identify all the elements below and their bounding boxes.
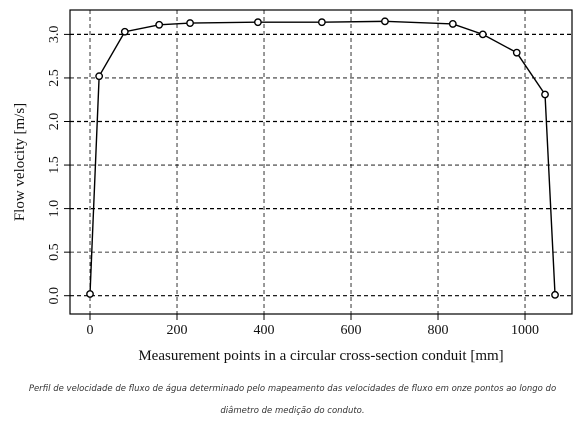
point (120, 27, 129, 36)
point (512, 48, 521, 57)
x-tick-label: 800 (428, 323, 449, 338)
y-tick-label: 1.5 (47, 156, 62, 174)
x-tick-label: 600 (341, 323, 362, 338)
point (254, 18, 262, 27)
point (186, 19, 194, 27)
chart: Measurement points in a circular cross-s… (12, 9, 573, 364)
x-axis-label: Measurement points in a circular cross-s… (138, 348, 503, 364)
x-tick-label: 200 (167, 323, 188, 338)
point (317, 18, 326, 27)
point (95, 72, 104, 81)
point (541, 90, 549, 99)
y-axis-label: Flow velocity [m/s] (12, 103, 28, 221)
point (155, 20, 164, 29)
y-tick-label: 0.0 (47, 287, 62, 305)
point (448, 20, 457, 28)
x-tick-label: 1000 (511, 323, 539, 338)
x-tick-label: 400 (254, 323, 275, 338)
caption: Perfil de velocidade de fluxo de água de… (28, 384, 557, 416)
line (89, 20, 556, 295)
y-tick-label: 1.0 (47, 200, 62, 218)
y-tick-label: 3.0 (47, 26, 62, 44)
x-tick-label: 0 (87, 323, 94, 338)
y-tick-label: 0.5 (47, 243, 62, 261)
point (478, 30, 487, 39)
point (551, 290, 559, 299)
point (86, 290, 94, 298)
point (381, 17, 389, 26)
y-tick-label: 2.5 (47, 69, 62, 87)
plot-frame (69, 9, 573, 315)
y-tick-label: 2.0 (47, 113, 62, 130)
